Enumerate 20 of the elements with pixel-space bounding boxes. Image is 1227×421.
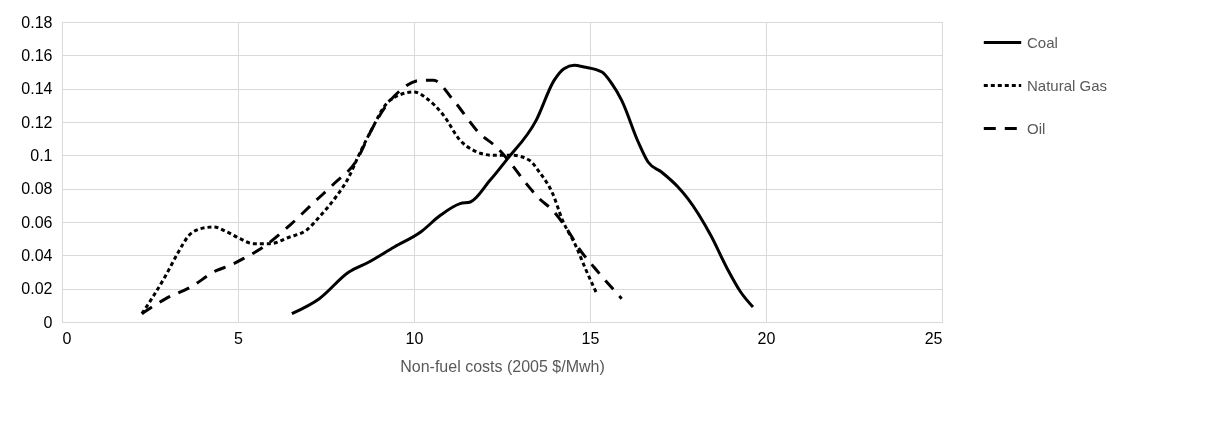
y-tick-label: 0.14 xyxy=(21,80,53,98)
y-tick-label: 0.06 xyxy=(21,213,53,231)
x-tick-label: 10 xyxy=(405,329,424,347)
x-tick-label: 15 xyxy=(581,329,600,347)
y-tick-label: 0.02 xyxy=(21,280,53,298)
y-tick-label: 0.04 xyxy=(21,246,53,264)
y-tick-label: 0.16 xyxy=(21,46,53,64)
y-tick-label: 0.12 xyxy=(21,113,53,131)
x-axis-title: Non-fuel costs (2005 $/Mwh) xyxy=(400,357,605,375)
legend-label: Oil xyxy=(1027,119,1046,137)
x-tick-label: 25 xyxy=(924,329,943,347)
legend-label: Coal xyxy=(1027,33,1058,51)
y-tick-label: 0.1 xyxy=(30,146,53,164)
x-tick-label: 20 xyxy=(757,329,776,347)
x-tick-label: 5 xyxy=(234,329,244,347)
y-tick-label: 0.08 xyxy=(21,180,53,198)
y-tick-label: 0 xyxy=(43,313,53,331)
legend-label: Natural Gas xyxy=(1027,76,1108,94)
x-tick-label: 0 xyxy=(62,329,72,347)
y-tick-label: 0.18 xyxy=(21,13,53,31)
